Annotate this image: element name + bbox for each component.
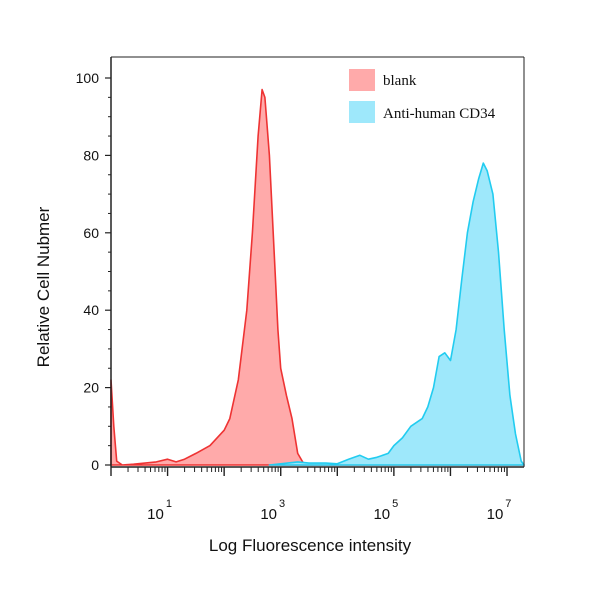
- x-tick-label: 105: [373, 498, 398, 523]
- series-layer: [110, 88, 525, 466]
- y-tick-label: 60: [83, 225, 99, 241]
- x-tick-label: 101: [147, 498, 172, 523]
- legend: blank Anti-human CD34: [349, 69, 496, 123]
- y-axis-title: Relative Cell Nubmer: [34, 206, 53, 367]
- plot-frame: [110, 56, 525, 468]
- x-axis-ticks: 101 103 105 107: [110, 467, 512, 523]
- x-axis-title: Log Fluorescence intensity: [209, 536, 412, 555]
- legend-label-blank: blank: [383, 73, 417, 89]
- y-tick-label: 40: [83, 302, 99, 318]
- y-tick-label: 80: [83, 147, 99, 163]
- x-tick-label: 103: [260, 498, 285, 523]
- y-tick-label: 20: [83, 380, 99, 396]
- legend-label-anti-human-cd34: Anti-human CD34: [383, 106, 496, 122]
- series-blank-area: [110, 88, 525, 466]
- legend-swatch-anti-human-cd34: [349, 101, 375, 123]
- series-anti-human-cd34-area: [268, 162, 525, 466]
- legend-swatch-blank: [349, 69, 375, 91]
- y-tick-label: 0: [91, 457, 99, 473]
- y-axis-ticks: 0 20 40 60 80 100: [76, 70, 111, 473]
- x-tick-label: 107: [487, 498, 512, 523]
- y-tick-label: 100: [76, 70, 100, 86]
